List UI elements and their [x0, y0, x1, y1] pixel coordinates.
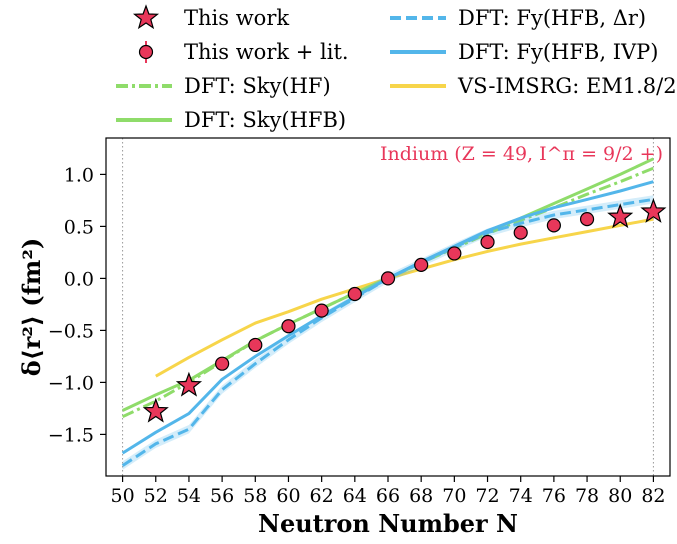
x-tick-label-76: 76 — [542, 485, 566, 507]
legend-label: DFT: Fy(HFB, IVP) — [458, 40, 659, 64]
data-point-circle — [480, 234, 495, 250]
y-tick-label-0: −1.5 — [48, 424, 94, 446]
data-point-circle — [579, 212, 595, 227]
plot-area: 50 52 54 56 58 60 62 64 66 68 70 72 74 76 78 80 82 −1.5 −1… — [48, 137, 671, 507]
x-tick-label-58: 58 — [243, 485, 267, 507]
x-tick-label-64: 64 — [343, 485, 367, 507]
legend-label: This work + lit. — [184, 40, 349, 64]
legend-item-this-work-lit: This work + lit. — [138, 40, 349, 64]
band-dft-fy-hfb-r — [122, 195, 654, 470]
data-point-star — [640, 198, 667, 223]
data-point-circle — [414, 257, 429, 272]
x-tick-label-54: 54 — [177, 485, 201, 507]
y-tick-label-4: 0.5 — [64, 216, 94, 238]
data-point-circle — [314, 303, 329, 318]
x-tick-label-78: 78 — [575, 485, 599, 507]
legend-label: DFT: Sky(HFB) — [184, 108, 346, 132]
x-tick-label-82: 82 — [641, 485, 665, 507]
y-tick-label-5: 1.0 — [64, 164, 94, 186]
y-tick-label-3: 0.0 — [64, 268, 94, 290]
x-axis-label: Neutron Number N — [258, 509, 518, 538]
data-point-star — [607, 203, 634, 229]
x-tick-label-70: 70 — [442, 485, 466, 507]
theory-curves — [121, 157, 655, 470]
x-tick-label-68: 68 — [409, 485, 433, 507]
legend-item-vs-imsrg-em1-8-2-0: VS-IMSRG: EM1.8/2.0 — [390, 74, 677, 98]
data-point-circle — [281, 319, 296, 334]
series-line-dft-sky-hf — [121, 166, 654, 419]
x-tick-label-52: 52 — [144, 485, 168, 507]
legend-label: VS-IMSRG: EM1.8/2.0 — [457, 74, 677, 98]
legend-item-dft-sky-hfb: DFT: Sky(HFB) — [116, 108, 346, 132]
data-point-circle — [347, 286, 362, 302]
legend: This work This work + lit. DFT: Sky(HF) DFT… — [116, 4, 677, 132]
annotation-indium: Indium (Z = 49, I^π = 9/2 +) — [380, 143, 663, 165]
y-axis-label: δ⟨r²⟩ (fm²) — [17, 238, 46, 376]
legend-item-dft-sky-hf: DFT: Sky(HF) — [116, 74, 331, 98]
y-tick-label-2: −0.5 — [48, 320, 94, 342]
legend-label: DFT: Sky(HF) — [184, 74, 331, 98]
legend-item-dft-fy-hfb-r: DFT: Fy(HFB, Δr) — [390, 6, 646, 30]
x-tick-label-72: 72 — [475, 485, 499, 507]
data-point-star — [142, 397, 169, 423]
legend-label: This work — [184, 6, 289, 30]
data-point-circle — [380, 271, 396, 286]
x-tick-label-60: 60 — [276, 485, 300, 507]
legend-item-this-work: This work — [132, 4, 289, 30]
data-point-circle — [513, 225, 528, 240]
data-point-circle — [248, 337, 263, 353]
legend-label: DFT: Fy(HFB, Δr) — [458, 6, 646, 30]
x-tick-label-62: 62 — [310, 485, 334, 507]
data-point-star — [175, 371, 203, 397]
legend-circle-icon — [138, 44, 154, 60]
series-line-vs-imsrg-em1-8-2-0 — [155, 217, 654, 378]
legend-star-icon — [132, 4, 160, 30]
x-tick-label-74: 74 — [509, 485, 533, 507]
x-tick-label-80: 80 — [608, 485, 632, 507]
data-point-circle — [546, 218, 561, 233]
series-line-dft-fy-hfb-r — [121, 197, 654, 467]
data-point-circle — [215, 356, 230, 371]
y-tick-label-1: −1.0 — [48, 372, 94, 394]
x-tick-label-66: 66 — [376, 485, 400, 507]
x-tick-label-50: 50 — [110, 485, 134, 507]
x-tick-label-56: 56 — [210, 485, 234, 507]
legend-item-dft-fy-hfb-ivp: DFT: Fy(HFB, IVP) — [390, 40, 659, 64]
data-point-circle — [447, 246, 462, 261]
